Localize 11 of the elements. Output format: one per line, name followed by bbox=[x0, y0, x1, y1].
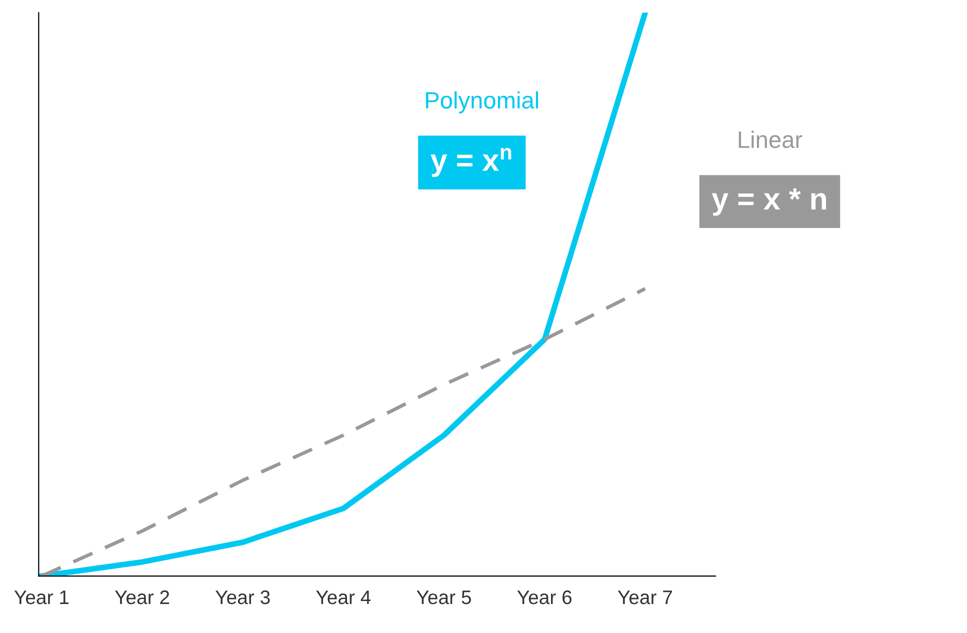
x-tick-label: Year 2 bbox=[114, 590, 170, 604]
x-tick-label: Year 1 bbox=[14, 590, 69, 604]
text: Polynomial bbox=[426, 91, 538, 114]
x-tick-label: Year 3 bbox=[216, 590, 270, 604]
text: Linear bbox=[738, 130, 802, 148]
x-tick-label: Year 7 bbox=[618, 590, 672, 604]
annotation: y = x * n bbox=[712, 188, 826, 216]
x-tick-label: Year 4 bbox=[316, 590, 371, 604]
x-tick-label: Year 6 bbox=[517, 590, 572, 604]
annotation: y = x$^{n}$ bbox=[430, 148, 512, 178]
x-tick-label: Year 5 bbox=[416, 590, 471, 604]
